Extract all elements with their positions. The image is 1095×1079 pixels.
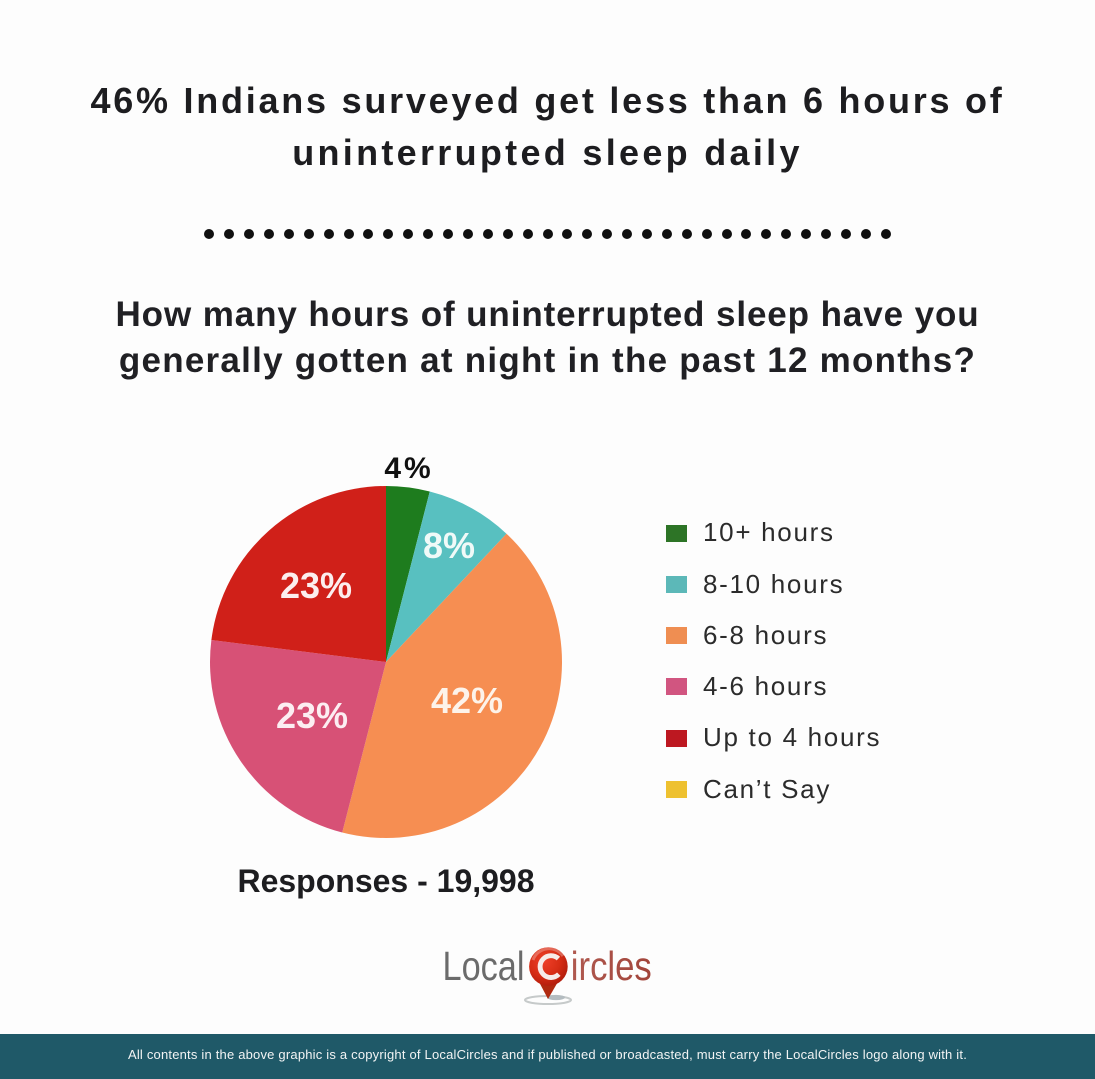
svg-text:42%: 42% [431, 680, 503, 721]
svg-text:23%: 23% [280, 565, 352, 606]
svg-text:4%: 4% [384, 452, 433, 485]
svg-text:ircles: ircles [571, 943, 652, 989]
svg-text:Local: Local [443, 943, 525, 989]
svg-text:8%: 8% [423, 525, 475, 566]
svg-text:23%: 23% [276, 695, 348, 736]
